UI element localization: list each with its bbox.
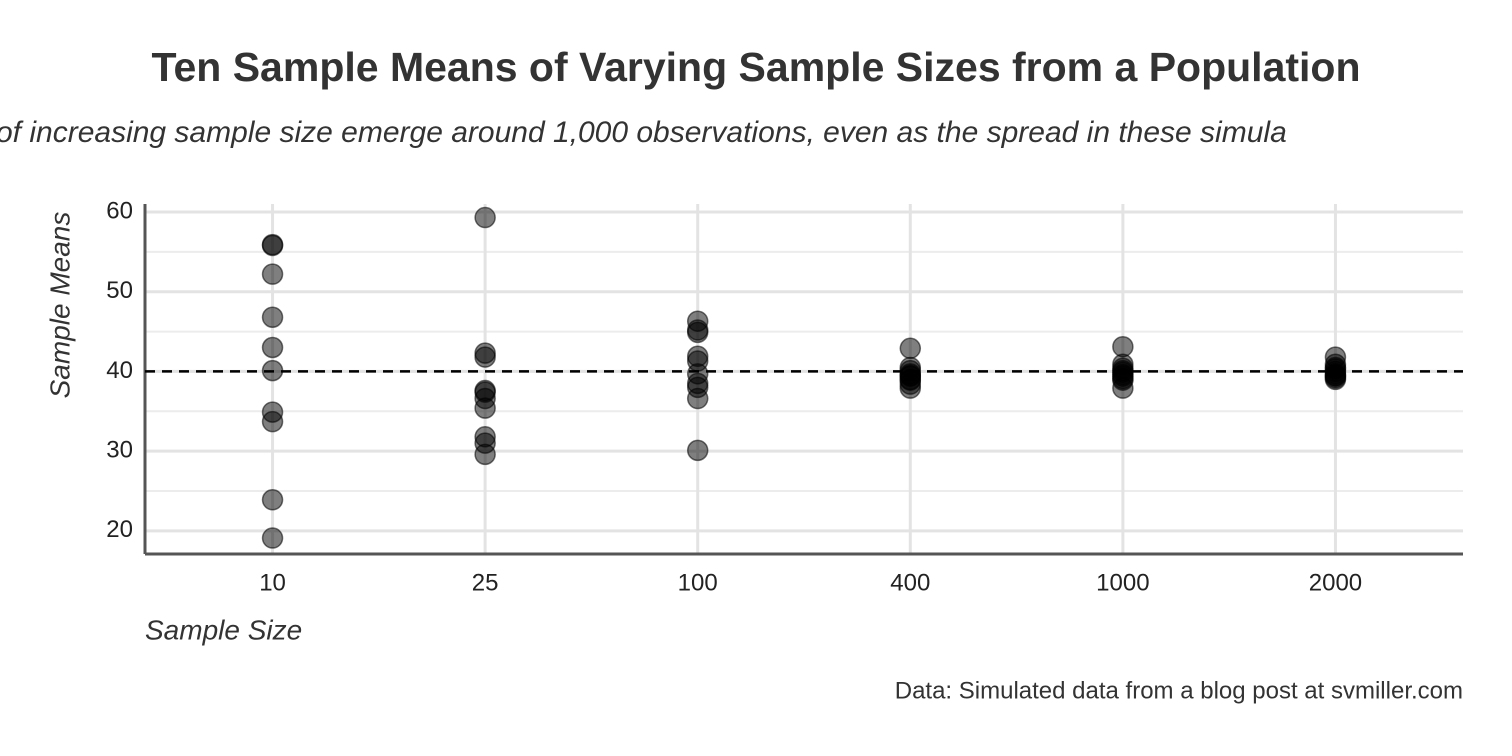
y-tick-label: 40	[106, 357, 133, 384]
chart-title: Ten Sample Means of Varying Sample Sizes…	[151, 44, 1360, 90]
point	[261, 527, 284, 549]
x-tick-label: 25	[472, 569, 499, 596]
point	[261, 306, 284, 328]
x-tick-label: 10	[259, 569, 286, 596]
y-tick-label: 20	[106, 516, 133, 543]
caption: Data: Simulated data from a blog post at…	[895, 677, 1463, 704]
point	[474, 346, 496, 368]
x-axis-label: Sample Size	[145, 614, 302, 645]
point	[899, 377, 922, 399]
point	[899, 337, 922, 360]
point	[474, 397, 496, 419]
chart-subtitle: of increasing sample size emerge around …	[0, 116, 1287, 149]
x-tick-label: 100	[678, 569, 718, 596]
x-tick-label: 2000	[1309, 569, 1362, 596]
point	[474, 443, 496, 466]
point	[1324, 368, 1347, 391]
point	[474, 206, 496, 229]
y-axis-label: Sample Means	[44, 212, 75, 399]
point	[261, 410, 284, 433]
point	[261, 263, 284, 285]
point	[686, 321, 709, 344]
y-tick-label: 50	[106, 277, 133, 304]
point	[261, 336, 284, 359]
point	[1112, 377, 1134, 399]
point	[686, 387, 709, 410]
point	[261, 489, 284, 511]
point	[261, 234, 284, 257]
y-tick-label: 30	[106, 436, 133, 463]
x-tick-label: 1000	[1096, 569, 1149, 596]
point	[686, 439, 709, 462]
x-tick-label: 400	[890, 569, 930, 596]
y-tick-label: 60	[106, 197, 133, 224]
